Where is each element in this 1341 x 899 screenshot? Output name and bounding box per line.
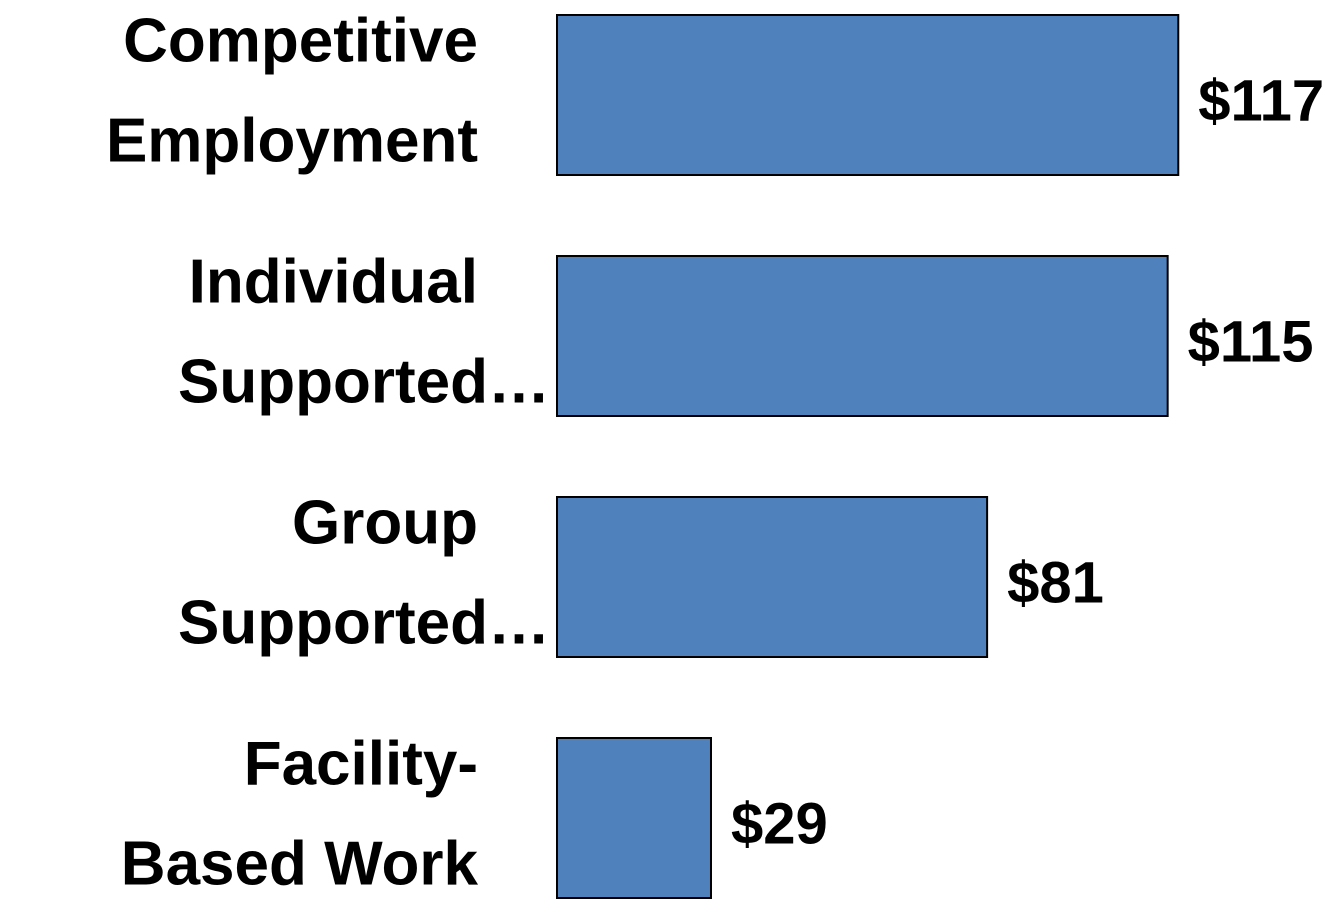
category-label: Individual bbox=[189, 247, 478, 316]
value-label: $29 bbox=[731, 791, 828, 856]
category-label: Supported… bbox=[178, 347, 550, 416]
bar bbox=[556, 737, 712, 899]
value-label: $81 bbox=[1007, 550, 1104, 615]
bar bbox=[556, 14, 1180, 176]
value-label: $115 bbox=[1188, 309, 1314, 374]
category-label: Supported… bbox=[178, 588, 550, 657]
category-label: Competitive bbox=[123, 6, 478, 75]
bar bbox=[556, 255, 1169, 417]
category-label: Group bbox=[292, 488, 478, 557]
value-label: $117 bbox=[1198, 68, 1324, 133]
category-label: Facility- bbox=[244, 729, 478, 798]
category-label: Based Work bbox=[121, 829, 479, 898]
category-label: Employment bbox=[106, 106, 478, 175]
bar bbox=[556, 496, 989, 658]
